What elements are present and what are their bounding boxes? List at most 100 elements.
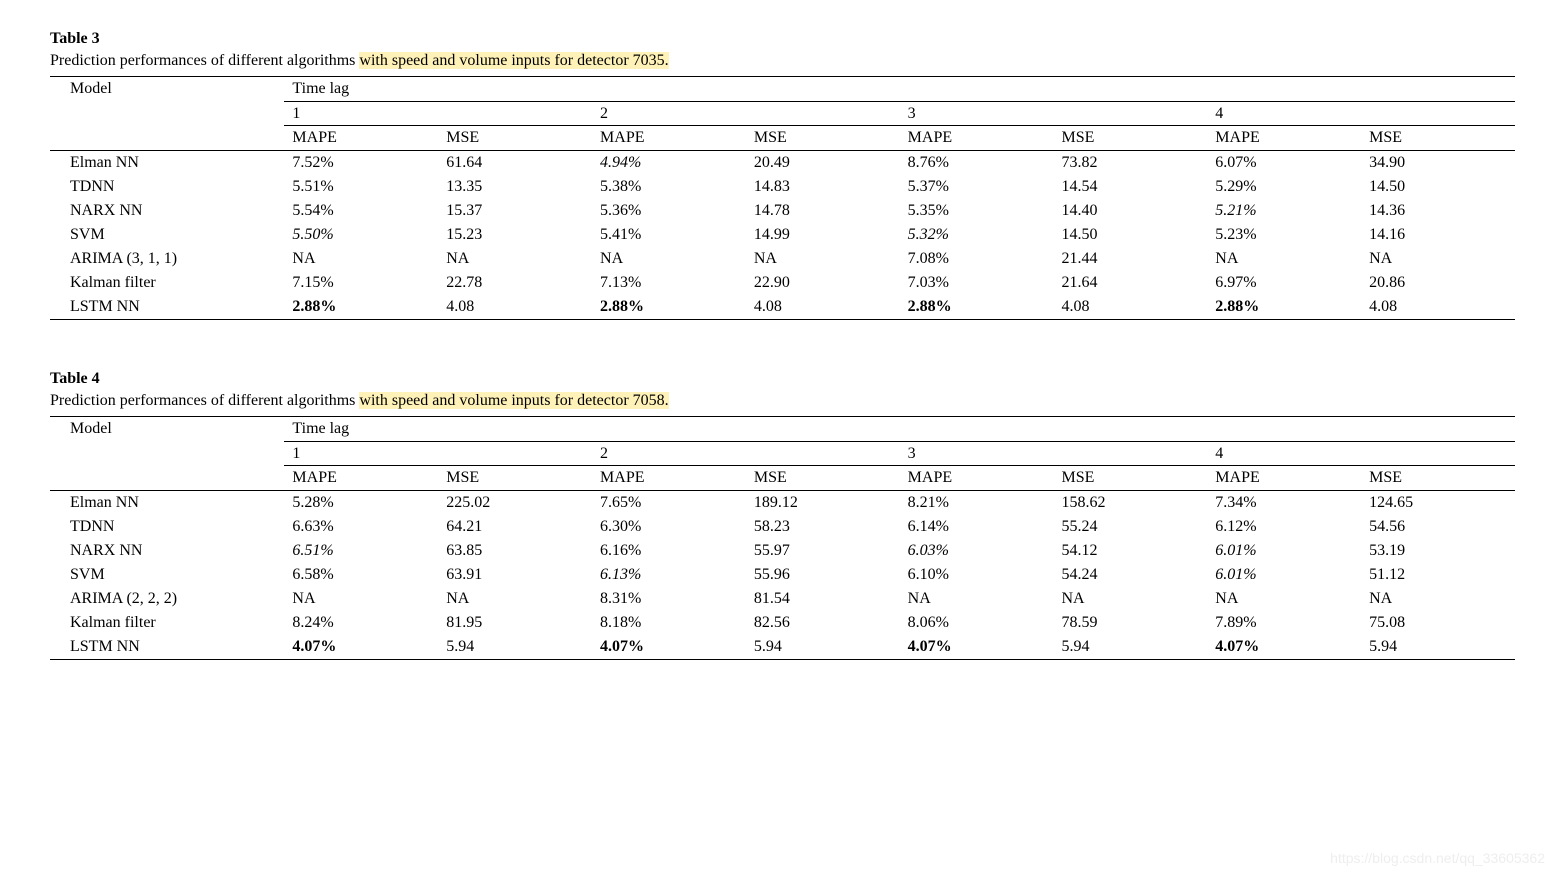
- cell-value: 5.94: [438, 635, 592, 660]
- cell-value: 14.36: [1361, 199, 1515, 223]
- cell-value: 8.76%: [900, 151, 1054, 176]
- header-metric-mse: MSE: [438, 466, 592, 491]
- cell-value: 5.21%: [1207, 199, 1361, 223]
- header-spacer: [50, 126, 284, 151]
- cell-value: 5.28%: [284, 491, 438, 516]
- caption-prefix: Prediction performances of different alg…: [50, 52, 359, 69]
- cell-value: 6.58%: [284, 563, 438, 587]
- cell-value: NA: [1053, 587, 1207, 611]
- header-metric-mse: MSE: [1053, 126, 1207, 151]
- cell-value: 14.50: [1361, 175, 1515, 199]
- header-lag-1: 1: [284, 442, 592, 466]
- cell-value: 51.12: [1361, 563, 1515, 587]
- watermark: https://blog.csdn.net/qq_33605362: [1330, 850, 1545, 866]
- cell-value: NA: [592, 247, 746, 271]
- table-row: Kalman filter7.15%22.787.13%22.907.03%21…: [50, 271, 1515, 295]
- cell-value: 7.03%: [900, 271, 1054, 295]
- cell-value: 6.51%: [284, 539, 438, 563]
- cell-value: 14.83: [746, 175, 900, 199]
- cell-value: 34.90: [1361, 151, 1515, 176]
- header-metric-mape: MAPE: [900, 466, 1054, 491]
- cell-value: 5.35%: [900, 199, 1054, 223]
- caption-highlight: with speed and volume inputs for detecto…: [359, 52, 668, 69]
- cell-value: 124.65: [1361, 491, 1515, 516]
- cell-value: 4.07%: [900, 635, 1054, 660]
- cell-value: NA: [438, 247, 592, 271]
- data-table: ModelTime lag1234MAPEMSEMAPEMSEMAPEMSEMA…: [50, 416, 1515, 660]
- cell-value: 6.10%: [900, 563, 1054, 587]
- header-metric-mape: MAPE: [284, 126, 438, 151]
- cell-value: 225.02: [438, 491, 592, 516]
- cell-value: 4.07%: [284, 635, 438, 660]
- header-metric-mape: MAPE: [1207, 126, 1361, 151]
- cell-value: 54.12: [1053, 539, 1207, 563]
- cell-value: 2.88%: [592, 295, 746, 320]
- cell-model: Elman NN: [50, 151, 284, 176]
- cell-value: 189.12: [746, 491, 900, 516]
- cell-value: 4.08: [438, 295, 592, 320]
- cell-value: 21.64: [1053, 271, 1207, 295]
- header-metric-mape: MAPE: [1207, 466, 1361, 491]
- header-metric-mape: MAPE: [284, 466, 438, 491]
- cell-value: 14.16: [1361, 223, 1515, 247]
- header-model: Model: [50, 77, 284, 102]
- cell-value: 6.07%: [1207, 151, 1361, 176]
- cell-value: 7.13%: [592, 271, 746, 295]
- cell-value: 20.86: [1361, 271, 1515, 295]
- header-metric-mse: MSE: [1361, 466, 1515, 491]
- cell-value: 55.24: [1053, 515, 1207, 539]
- cell-value: 7.08%: [900, 247, 1054, 271]
- cell-value: 21.44: [1053, 247, 1207, 271]
- cell-value: 58.23: [746, 515, 900, 539]
- cell-value: 4.08: [1361, 295, 1515, 320]
- cell-value: 5.36%: [592, 199, 746, 223]
- cell-value: 15.37: [438, 199, 592, 223]
- table-row: ARIMA (2, 2, 2)NANA8.31%81.54NANANANA: [50, 587, 1515, 611]
- table-row: Elman NN5.28%225.027.65%189.128.21%158.6…: [50, 491, 1515, 516]
- cell-model: ARIMA (3, 1, 1): [50, 247, 284, 271]
- cell-value: 8.31%: [592, 587, 746, 611]
- cell-value: 14.99: [746, 223, 900, 247]
- cell-model: NARX NN: [50, 199, 284, 223]
- cell-value: 54.56: [1361, 515, 1515, 539]
- table-title: Table 3: [50, 30, 1515, 48]
- cell-value: 54.24: [1053, 563, 1207, 587]
- cell-model: NARX NN: [50, 539, 284, 563]
- header-metric-mse: MSE: [1361, 126, 1515, 151]
- cell-value: 8.18%: [592, 611, 746, 635]
- cell-value: NA: [284, 587, 438, 611]
- cell-value: 4.08: [1053, 295, 1207, 320]
- header-spacer: [50, 102, 284, 126]
- table-row: SVM5.50%15.235.41%14.995.32%14.505.23%14…: [50, 223, 1515, 247]
- cell-model: LSTM NN: [50, 635, 284, 660]
- header-timelag: Time lag: [284, 77, 1515, 102]
- cell-value: 75.08: [1361, 611, 1515, 635]
- cell-value: 7.89%: [1207, 611, 1361, 635]
- table-row: LSTM NN2.88%4.082.88%4.082.88%4.082.88%4…: [50, 295, 1515, 320]
- cell-value: 22.90: [746, 271, 900, 295]
- cell-value: 2.88%: [900, 295, 1054, 320]
- table-caption: Prediction performances of different alg…: [50, 392, 1515, 410]
- table-row: SVM6.58%63.916.13%55.966.10%54.246.01%51…: [50, 563, 1515, 587]
- cell-value: NA: [1207, 247, 1361, 271]
- cell-value: 6.13%: [592, 563, 746, 587]
- cell-model: SVM: [50, 563, 284, 587]
- cell-model: Elman NN: [50, 491, 284, 516]
- table-row: NARX NN5.54%15.375.36%14.785.35%14.405.2…: [50, 199, 1515, 223]
- cell-value: 81.95: [438, 611, 592, 635]
- header-lag-3: 3: [900, 102, 1208, 126]
- cell-value: NA: [1207, 587, 1361, 611]
- header-lag-2: 2: [592, 442, 900, 466]
- table-caption: Prediction performances of different alg…: [50, 52, 1515, 70]
- cell-value: 5.94: [746, 635, 900, 660]
- cell-value: 7.52%: [284, 151, 438, 176]
- table-row: Kalman filter8.24%81.958.18%82.568.06%78…: [50, 611, 1515, 635]
- cell-value: 5.23%: [1207, 223, 1361, 247]
- header-metric-mape: MAPE: [592, 126, 746, 151]
- cell-value: 5.32%: [900, 223, 1054, 247]
- cell-value: 6.01%: [1207, 563, 1361, 587]
- cell-value: 14.78: [746, 199, 900, 223]
- caption-highlight: with speed and volume inputs for detecto…: [359, 392, 668, 409]
- cell-value: NA: [1361, 247, 1515, 271]
- table-title: Table 4: [50, 370, 1515, 388]
